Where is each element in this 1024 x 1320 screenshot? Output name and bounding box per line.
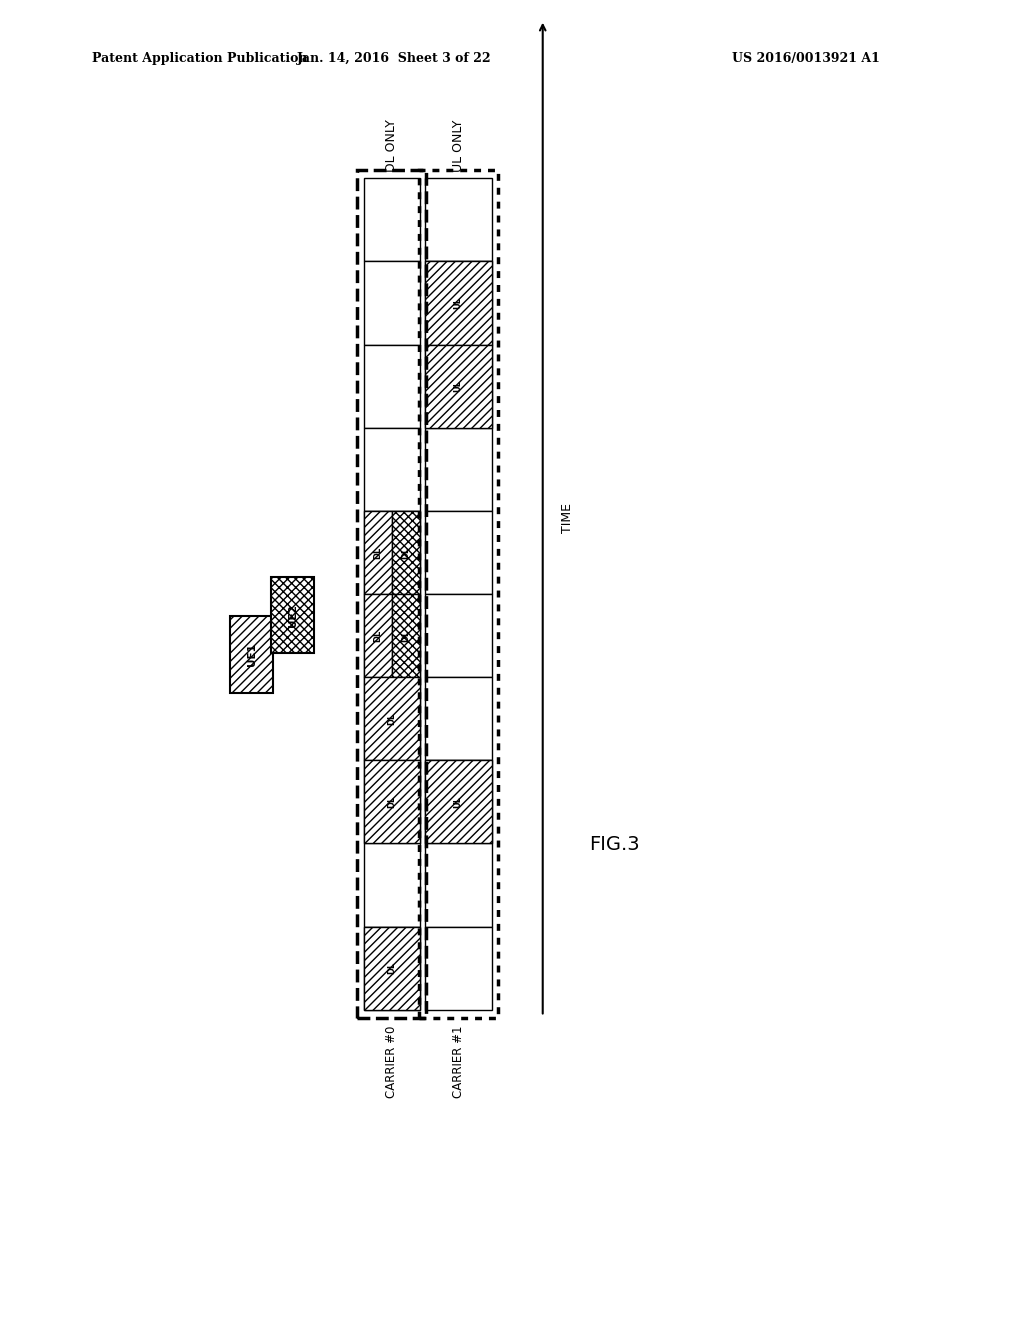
Bar <box>425 345 492 428</box>
Text: Jan. 14, 2016  Sheet 3 of 22: Jan. 14, 2016 Sheet 3 of 22 <box>297 51 492 65</box>
Bar <box>425 760 492 843</box>
Bar <box>364 594 391 677</box>
Text: DL: DL <box>387 962 396 974</box>
Text: DL: DL <box>401 546 411 558</box>
Bar <box>364 760 420 843</box>
Text: UL: UL <box>454 380 463 392</box>
Text: UE1: UE1 <box>247 643 257 667</box>
Bar <box>425 261 492 345</box>
Text: UL: UL <box>454 796 463 808</box>
Text: DL: DL <box>373 546 382 558</box>
Bar <box>425 760 492 843</box>
Bar <box>425 428 492 511</box>
Text: CARRIER #0: CARRIER #0 <box>385 1026 398 1098</box>
Text: US 2016/0013921 A1: US 2016/0013921 A1 <box>732 51 880 65</box>
Text: DL: DL <box>387 796 396 808</box>
Bar <box>364 594 420 677</box>
Text: DL: DL <box>373 630 382 642</box>
Bar <box>364 927 420 1010</box>
Bar <box>419 170 498 1018</box>
Bar <box>364 927 420 1010</box>
Bar <box>364 511 391 594</box>
Text: DL: DL <box>401 630 411 642</box>
Bar <box>425 677 492 760</box>
Bar <box>230 616 273 693</box>
Bar <box>391 511 420 594</box>
Bar <box>364 428 420 511</box>
Bar <box>364 261 420 345</box>
Text: FIG.3: FIG.3 <box>589 836 640 854</box>
Text: DL ONLY: DL ONLY <box>385 119 398 172</box>
Bar <box>364 511 420 594</box>
Bar <box>364 843 420 927</box>
Bar <box>364 677 420 760</box>
Bar <box>425 345 492 428</box>
Bar <box>364 345 420 428</box>
Text: DL: DL <box>387 713 396 725</box>
Bar <box>271 577 314 653</box>
Text: Patent Application Publication: Patent Application Publication <box>92 51 307 65</box>
Bar <box>425 511 492 594</box>
Bar <box>391 594 420 677</box>
Bar <box>364 677 420 760</box>
Text: UE2: UE2 <box>288 603 298 627</box>
Bar <box>425 594 492 677</box>
Text: CARRIER #1: CARRIER #1 <box>452 1026 465 1098</box>
Bar <box>425 843 492 927</box>
Text: UL: UL <box>454 297 463 309</box>
Text: TIME: TIME <box>561 503 574 533</box>
Bar <box>364 760 420 843</box>
Bar <box>425 261 492 345</box>
Bar <box>364 178 420 261</box>
Bar <box>425 927 492 1010</box>
Bar <box>425 178 492 261</box>
Text: UL ONLY: UL ONLY <box>452 119 465 172</box>
